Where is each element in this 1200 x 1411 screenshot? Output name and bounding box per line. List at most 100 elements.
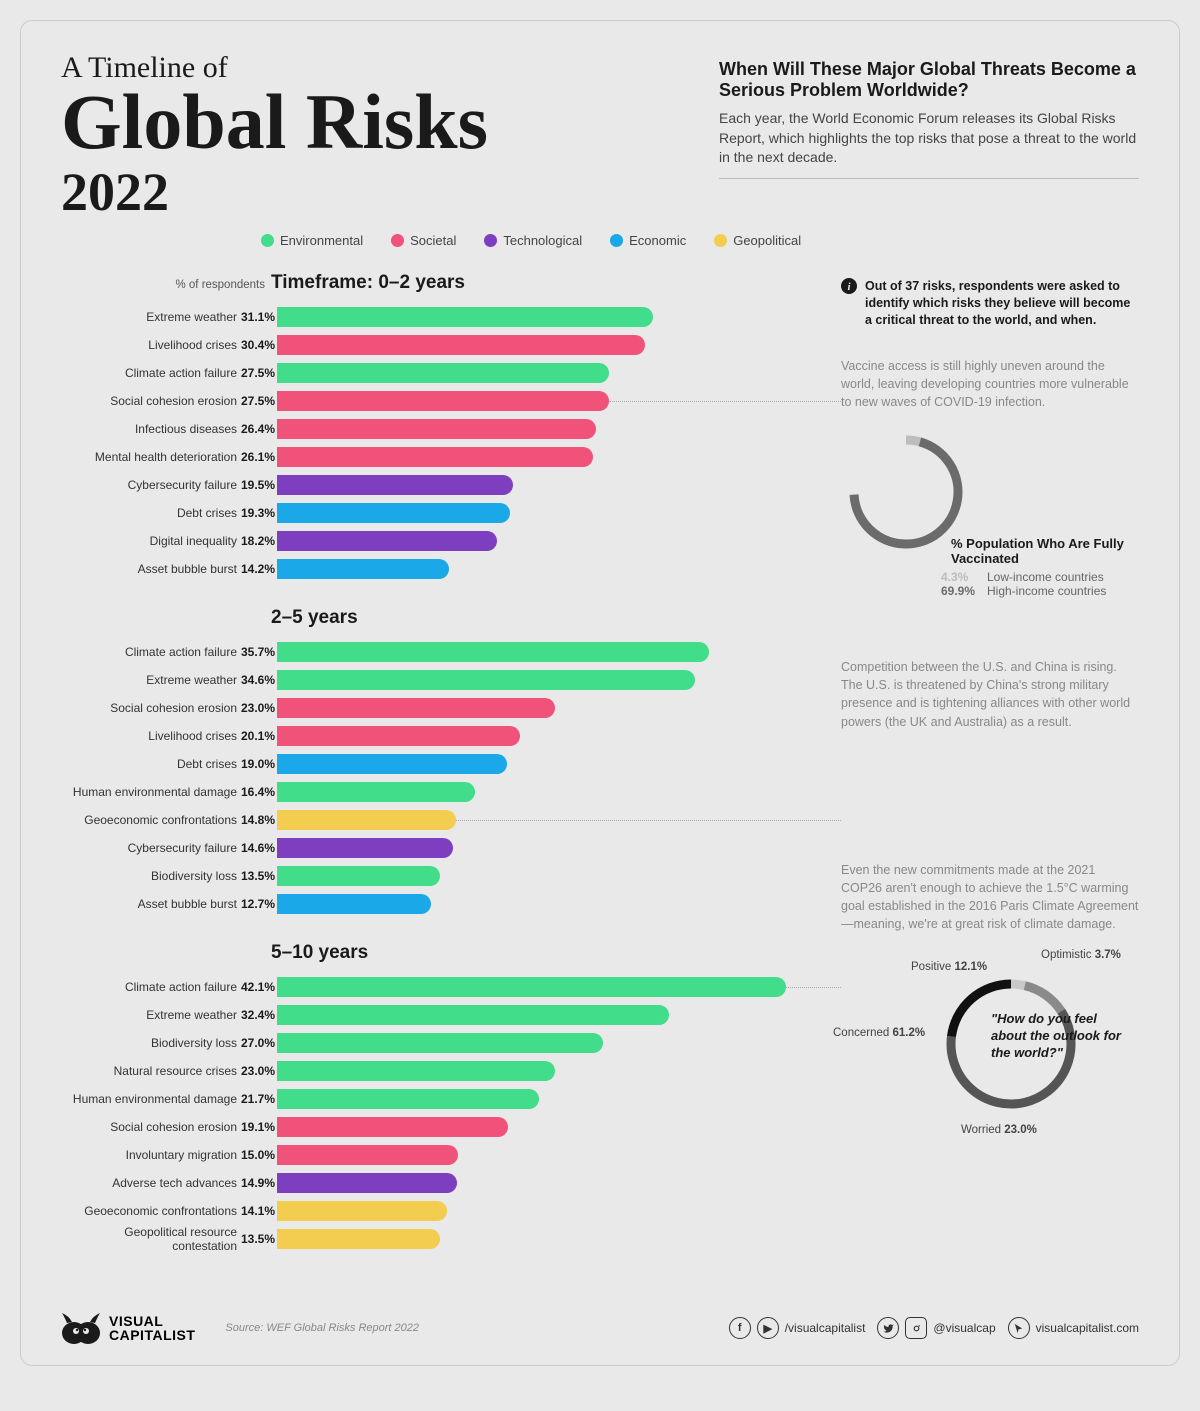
bar-fill	[277, 559, 449, 579]
bar-value: 19.0%	[241, 757, 277, 771]
social-links: f ▶ /visualcapitalist @visualcap visualc…	[729, 1317, 1139, 1339]
bar-row: Involuntary migration 15.0%	[61, 1142, 821, 1167]
bar-track	[277, 754, 821, 774]
side-text-geoecon: Competition between the U.S. and China i…	[841, 658, 1139, 731]
bar-track	[277, 1145, 821, 1165]
social-handle-2: @visualcap	[933, 1321, 995, 1335]
bar-label: Cybersecurity failure	[61, 478, 241, 492]
bar-track	[277, 894, 821, 914]
bar-fill	[277, 782, 475, 802]
bar-fill	[277, 1005, 669, 1025]
side-text-climate: Even the new commitments made at the 202…	[841, 861, 1139, 934]
bar-row: Debt crises 19.0%	[61, 751, 821, 776]
info-note-text: Out of 37 risks, respondents were asked …	[865, 278, 1139, 329]
bar-value: 15.0%	[241, 1148, 277, 1162]
outlook-seg-name: Positive	[911, 961, 951, 973]
bar-row: Social cohesion erosion 19.1%	[61, 1114, 821, 1139]
outlook-seg-pct: 23.0%	[1004, 1124, 1037, 1136]
legend-label: Technological	[503, 233, 582, 248]
bar-fill	[277, 810, 456, 830]
bar-row: Adverse tech advances 14.9%	[61, 1170, 821, 1195]
bar-label: Geoeconomic confrontations	[61, 813, 241, 827]
bar-value: 23.0%	[241, 1064, 277, 1078]
bar-value: 18.2%	[241, 534, 277, 548]
bar-row: Infectious diseases 26.4%	[61, 416, 821, 441]
outlook-seg-pct: 12.1%	[954, 961, 987, 973]
legend-item: Environmental	[261, 233, 363, 248]
twitter-icon[interactable]	[877, 1317, 899, 1339]
bar-value: 12.7%	[241, 897, 277, 911]
bar-label: Debt crises	[61, 757, 241, 771]
source-label: Source: WEF Global Risks Report 2022	[225, 1322, 419, 1334]
bar-value: 20.1%	[241, 729, 277, 743]
year: 2022	[61, 161, 719, 223]
bar-label: Geoeconomic confrontations	[61, 1204, 241, 1218]
bar-track	[277, 447, 821, 467]
brand-logo: VISUAL CAPITALIST	[61, 1311, 195, 1345]
bar-track	[277, 1201, 821, 1221]
bar-label: Social cohesion erosion	[61, 1120, 241, 1134]
outlook-seg-name: Optimistic	[1041, 949, 1091, 961]
legend: Environmental Societal Technological Econom…	[261, 233, 1139, 248]
bar-value: 42.1%	[241, 980, 277, 994]
bar-value: 32.4%	[241, 1008, 277, 1022]
bar-value: 19.5%	[241, 478, 277, 492]
bar-fill	[277, 1145, 458, 1165]
charts-column: % of respondentsTimeframe: 0–2 years Ext…	[61, 272, 821, 1277]
youtube-icon[interactable]: ▶	[757, 1317, 779, 1339]
bar-value: 16.4%	[241, 785, 277, 799]
bar-fill	[277, 1201, 447, 1221]
infographic-page: A Timeline of Global Risks 2022 When Wil…	[20, 20, 1180, 1366]
bar-track	[277, 782, 821, 802]
bar-label: Climate action failure	[61, 366, 241, 380]
legend-item: Technological	[484, 233, 582, 248]
bar-row: Digital inequality 18.2%	[61, 528, 821, 553]
social-group-2: @visualcap	[877, 1317, 995, 1339]
facebook-icon[interactable]: f	[729, 1317, 751, 1339]
bar-track	[277, 1173, 821, 1193]
bar-label: Climate action failure	[61, 980, 241, 994]
bar-fill	[277, 1229, 440, 1249]
bar-row: Climate action failure 42.1%	[61, 974, 821, 999]
bar-track	[277, 866, 821, 886]
bar-track	[277, 391, 821, 411]
bar-label: Natural resource crises	[61, 1064, 241, 1078]
bar-label: Climate action failure	[61, 645, 241, 659]
info-note: i Out of 37 risks, respondents were aske…	[841, 272, 1139, 329]
timeframe-label: Timeframe: 0–2 years	[271, 272, 465, 294]
bar-row: Natural resource crises 23.0%	[61, 1058, 821, 1083]
outlook-question: "How do you feel about the outlook for t…	[991, 1011, 1131, 1062]
bar-fill	[277, 754, 507, 774]
section-head: 2–5 years	[61, 607, 821, 629]
donut-stat-pct: 4.3%	[941, 570, 981, 584]
donut-stat: 69.9%High-income countries	[941, 584, 1139, 598]
legend-swatch	[261, 234, 274, 247]
timeframe-label: 5–10 years	[271, 942, 368, 964]
bar-track	[277, 810, 821, 830]
bar-track	[277, 363, 821, 383]
bar-label: Adverse tech advances	[61, 1176, 241, 1190]
cursor-icon[interactable]	[1008, 1317, 1030, 1339]
bar-row: Biodiversity loss 13.5%	[61, 863, 821, 888]
bar-track	[277, 698, 821, 718]
bar-row: Human environmental damage 21.7%	[61, 1086, 821, 1111]
bar-track	[277, 1033, 821, 1053]
bar-value: 19.3%	[241, 506, 277, 520]
bar-label: Human environmental damage	[61, 785, 241, 799]
bar-row: Debt crises 19.3%	[61, 500, 821, 525]
legend-label: Societal	[410, 233, 456, 248]
bar-track	[277, 1089, 821, 1109]
legend-label: Economic	[629, 233, 686, 248]
bar-fill	[277, 726, 520, 746]
legend-swatch	[610, 234, 623, 247]
bar-row: Geoeconomic confrontations 14.1%	[61, 1198, 821, 1223]
bar-value: 14.8%	[241, 813, 277, 827]
bar-track	[277, 642, 821, 662]
divider	[719, 178, 1139, 179]
instagram-icon[interactable]	[905, 1317, 927, 1339]
donut-stat-label: High-income countries	[987, 584, 1106, 598]
bar-label: Livelihood crises	[61, 338, 241, 352]
bar-fill	[277, 531, 497, 551]
donut-stat-label: Low-income countries	[987, 570, 1104, 584]
bar-track	[277, 1005, 821, 1025]
